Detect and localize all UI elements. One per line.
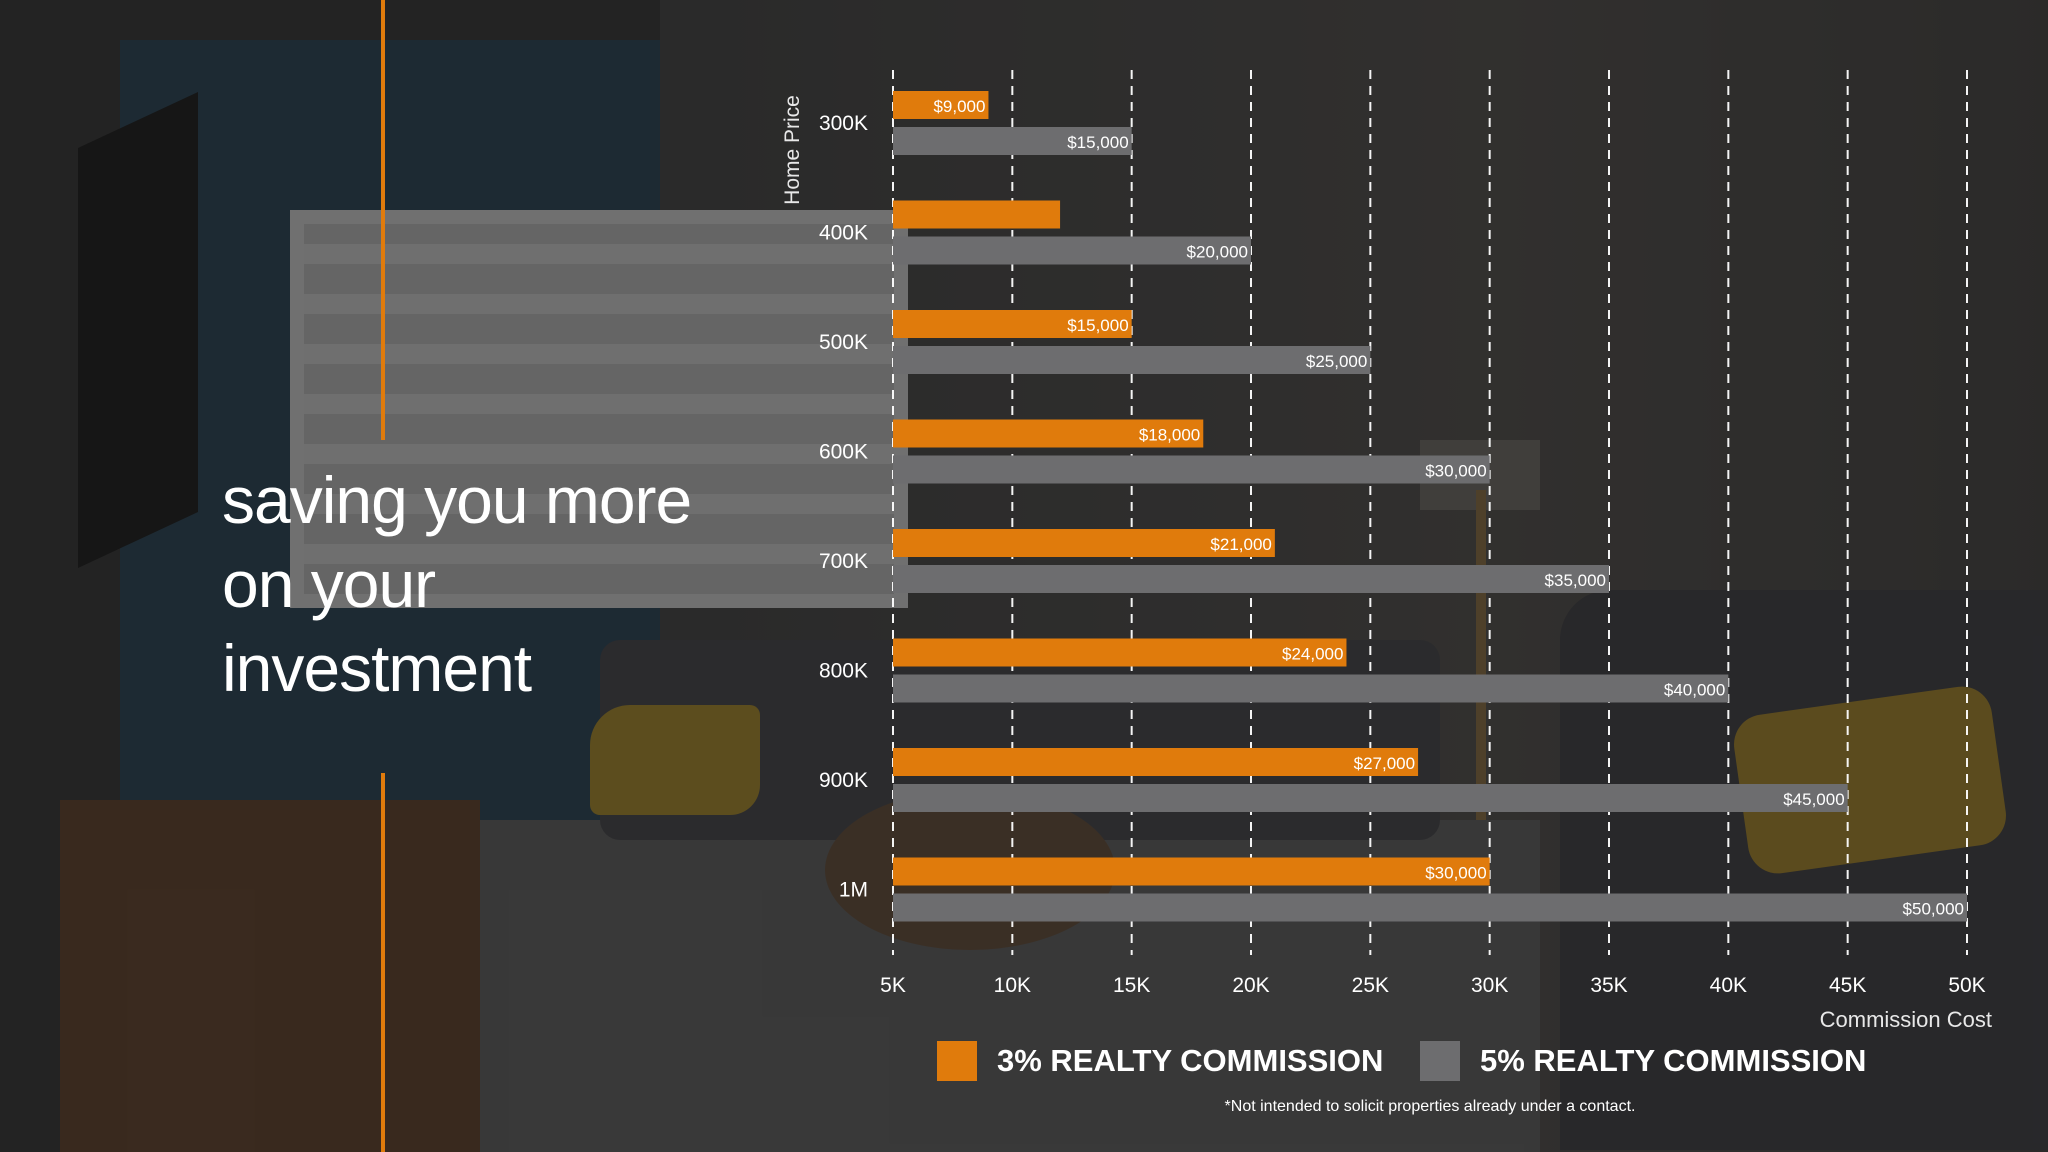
- bar-label-5pct: $50,000: [1903, 900, 1964, 919]
- disclaimer: *Not intended to solicit properties alre…: [1224, 1098, 1636, 1115]
- bar-3pct: [893, 200, 1061, 229]
- y-tick-label: 700K: [819, 550, 868, 573]
- y-tick-label: 1M: [839, 879, 868, 902]
- y-tick-label: 600K: [819, 441, 868, 464]
- bar-label-3pct: $15,000: [1067, 316, 1128, 335]
- legend-label-3pct: 3% REALTY COMMISSION: [997, 1043, 1384, 1078]
- bar-label-5pct: $45,000: [1783, 790, 1844, 809]
- bar-label-5pct: $40,000: [1664, 681, 1725, 700]
- bar-label-3pct: $18,000: [1139, 426, 1200, 445]
- legend-swatch-5pct: [1420, 1041, 1460, 1081]
- bar-3pct: [893, 310, 1132, 338]
- x-tick-label: 10K: [994, 974, 1031, 997]
- bar-5pct: [893, 565, 1609, 593]
- bar-5pct: [893, 674, 1729, 703]
- bar-label-5pct: $15,000: [1067, 133, 1128, 152]
- x-tick-label: 5K: [880, 974, 906, 997]
- bar-3pct: [893, 91, 989, 119]
- legend-swatch-3pct: [937, 1041, 977, 1081]
- bar-label-3pct: $27,000: [1354, 754, 1415, 773]
- bar-3pct: [893, 748, 1419, 776]
- x-tick-label: 40K: [1710, 974, 1747, 997]
- bar-3pct: [893, 857, 1490, 886]
- bar-5pct: [893, 455, 1490, 484]
- bar-3pct: [893, 529, 1275, 557]
- accent-line-top: [381, 0, 385, 440]
- x-tick-label: 35K: [1590, 974, 1627, 997]
- legend-label-5pct: 5% REALTY COMMISSION: [1480, 1043, 1867, 1078]
- accent-line-bottom: [381, 773, 385, 1152]
- bar-label-3pct: $21,000: [1210, 535, 1271, 554]
- bar-label-3pct: $9,000: [933, 97, 985, 116]
- y-tick-label: 500K: [819, 331, 868, 354]
- x-tick-label: 15K: [1113, 974, 1150, 997]
- x-axis-title: Commission Cost: [1820, 1007, 1992, 1032]
- bar-label-5pct: $25,000: [1306, 352, 1367, 371]
- y-tick-label: 800K: [819, 660, 868, 683]
- y-tick-label: 900K: [819, 769, 868, 792]
- y-axis-title: Home Price: [781, 95, 804, 205]
- bar-5pct: [893, 346, 1371, 374]
- legend-item-3pct: 3% REALTY COMMISSION: [937, 1040, 1383, 1082]
- bar-3pct: [893, 419, 1204, 448]
- bar-5pct: [893, 127, 1132, 155]
- bar-label-5pct: $20,000: [1187, 243, 1248, 262]
- x-tick-label: 25K: [1352, 974, 1389, 997]
- x-tick-label: 30K: [1471, 974, 1508, 997]
- bar-label-3pct: $30,000: [1425, 864, 1486, 883]
- x-tick-label: 45K: [1829, 974, 1866, 997]
- headline: saving you more on your investment: [222, 463, 692, 705]
- bar-5pct: [893, 784, 1848, 812]
- x-tick-label: 20K: [1232, 974, 1269, 997]
- bar-5pct: [893, 236, 1251, 265]
- bar-label-5pct: $30,000: [1425, 462, 1486, 481]
- y-tick-label: 300K: [819, 112, 868, 135]
- bar-3pct: [893, 638, 1347, 667]
- bar-5pct: [893, 893, 1967, 922]
- bar-label-5pct: $35,000: [1545, 571, 1606, 590]
- y-tick-label: 400K: [819, 222, 868, 245]
- bar-label-3pct: $24,000: [1282, 645, 1343, 664]
- x-tick-label: 50K: [1948, 974, 1985, 997]
- legend-item-5pct: 5% REALTY COMMISSION: [1420, 1040, 1866, 1082]
